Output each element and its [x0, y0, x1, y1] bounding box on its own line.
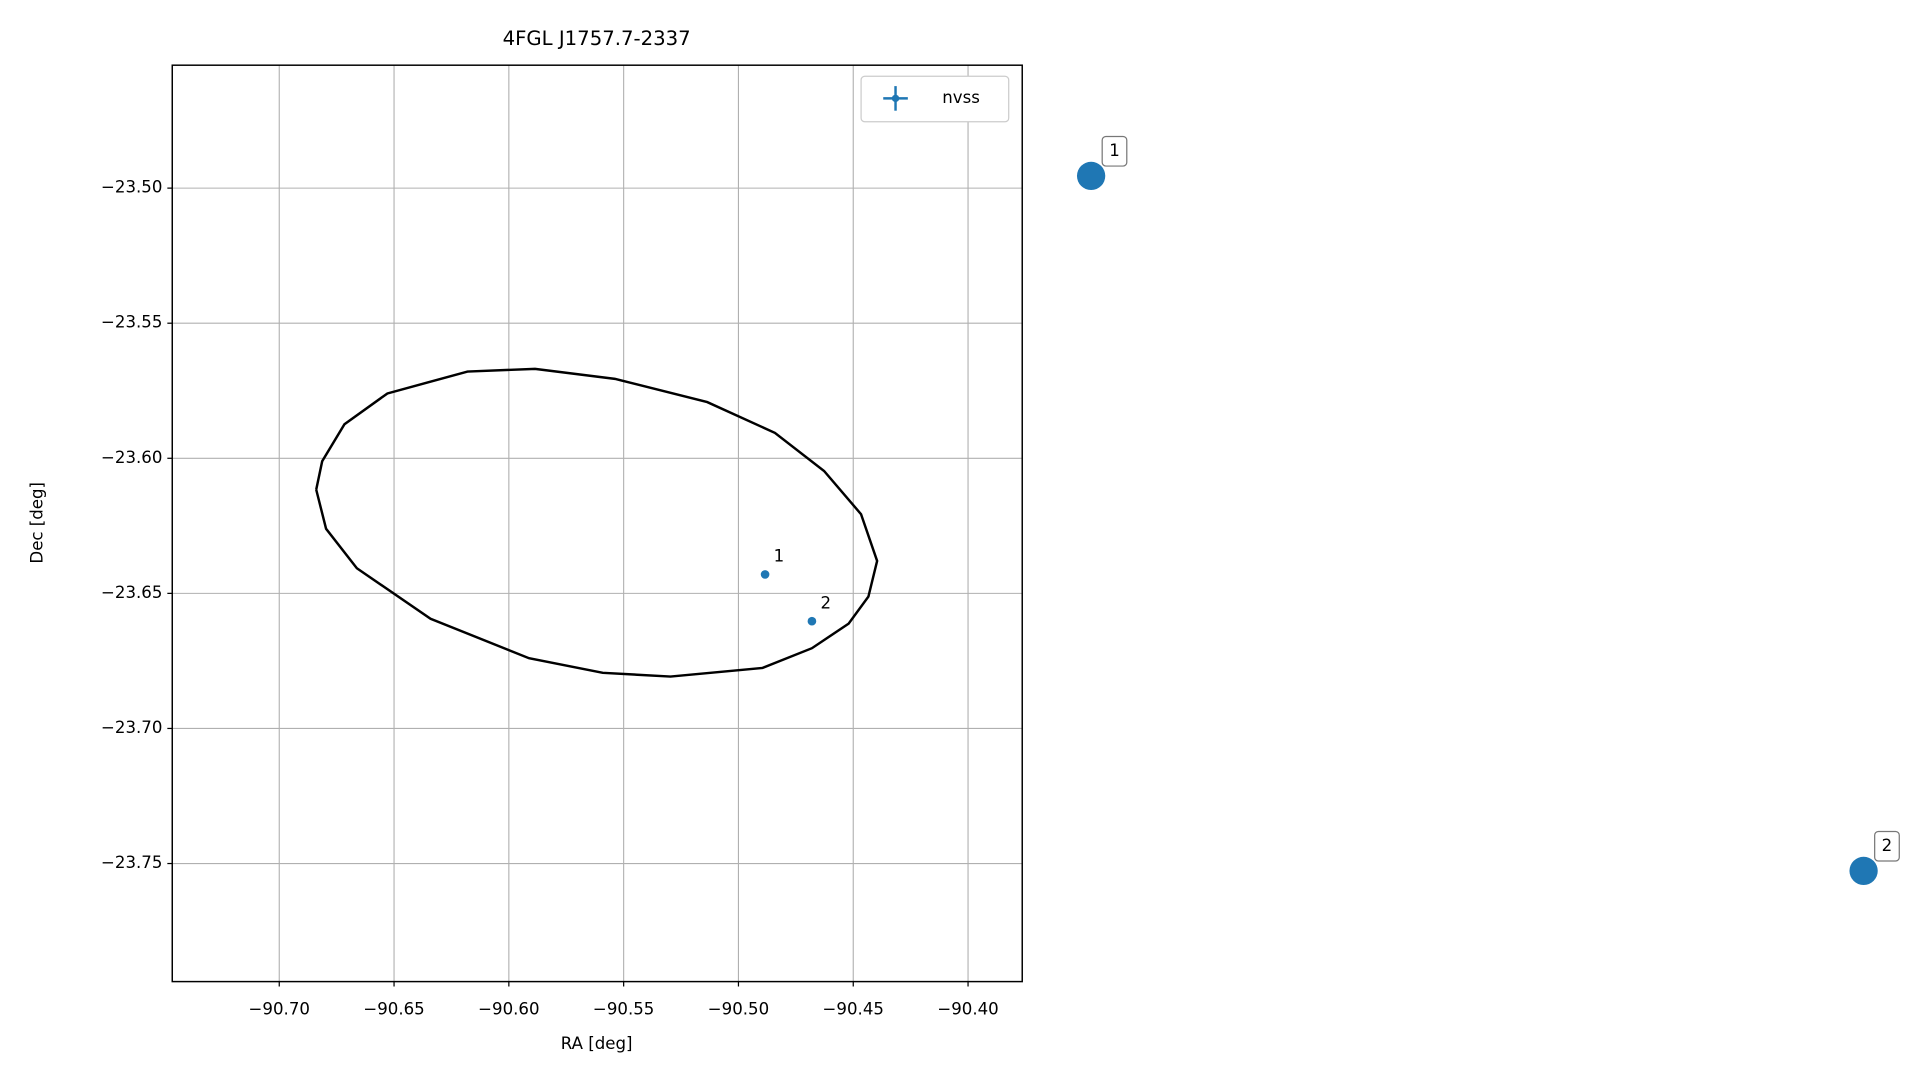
outer-label: 1 [1109, 141, 1120, 160]
x-tick-label: −90.60 [478, 999, 539, 1018]
x-tick-label: −90.55 [593, 999, 654, 1018]
x-tick-label: −90.70 [249, 999, 310, 1018]
x-tick-label: −90.40 [937, 999, 998, 1018]
y-tick-label: −23.70 [101, 718, 162, 737]
x-tick-label: −90.45 [823, 999, 884, 1018]
y-tick-label: −23.55 [101, 313, 162, 332]
outer-label-box [1874, 830, 1900, 862]
error-ellipse [315, 367, 879, 678]
y-tick-label: −23.75 [101, 853, 162, 872]
data-point [807, 616, 817, 626]
y-tick-label: −23.65 [101, 583, 162, 602]
x-tick-label: −90.50 [708, 999, 769, 1018]
outer-marker [1849, 856, 1878, 886]
chart-title: 4FGL J1757.7-2337 [503, 27, 691, 50]
y-axis-label: Dec [deg] [28, 482, 47, 564]
outer-label-box [1101, 135, 1128, 167]
axes-frame [171, 64, 1023, 983]
point-label: 1 [774, 547, 785, 566]
x-axis-label: RA [deg] [561, 1034, 633, 1053]
legend-label: nvss [942, 88, 980, 107]
x-tick-label: −90.65 [363, 999, 424, 1018]
y-tick-label: −23.60 [101, 448, 162, 467]
data-point [760, 570, 770, 579]
legend-marker [891, 94, 900, 103]
outer-marker [1076, 161, 1106, 191]
y-tick-label: −23.50 [101, 178, 162, 197]
outer-label: 2 [1882, 836, 1893, 855]
point-label: 2 [821, 593, 832, 612]
legend-box [860, 75, 1010, 123]
